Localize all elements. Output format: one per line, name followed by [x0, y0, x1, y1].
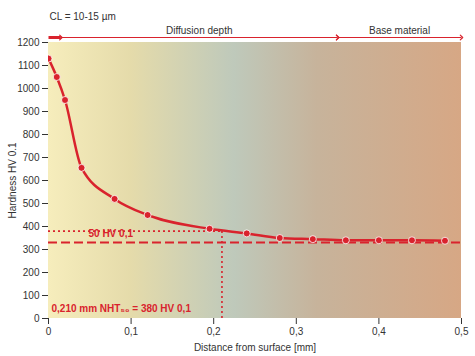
svg-text:50 HV 0,1: 50 HV 0,1 [89, 228, 134, 239]
svg-text:Distance from surface [mm]: Distance from surface [mm] [194, 342, 316, 353]
svg-text:CL = 10-15 µm: CL = 10-15 µm [50, 11, 116, 22]
svg-text:300: 300 [23, 244, 40, 255]
svg-text:600: 600 [23, 175, 40, 186]
svg-text:200: 200 [23, 267, 40, 278]
svg-text:1200: 1200 [17, 37, 40, 48]
svg-text:0,210 mm NHT₅₀ = 380 HV 0,1: 0,210 mm NHT₅₀ = 380 HV 0,1 [52, 303, 192, 314]
svg-text:1100: 1100 [18, 60, 40, 71]
svg-text:Diffusion depth: Diffusion depth [166, 25, 233, 36]
svg-text:0,1: 0,1 [124, 326, 138, 337]
svg-text:0,2: 0,2 [207, 326, 221, 337]
svg-text:0,5: 0,5 [455, 326, 469, 337]
svg-text:700: 700 [23, 152, 40, 163]
svg-text:0: 0 [34, 313, 40, 324]
svg-text:400: 400 [23, 221, 40, 232]
svg-text:500: 500 [23, 198, 40, 209]
svg-text:1000: 1000 [17, 83, 40, 94]
svg-text:0: 0 [46, 326, 52, 337]
svg-text:900: 900 [23, 106, 40, 117]
svg-text:0,4: 0,4 [372, 326, 386, 337]
svg-text:800: 800 [23, 129, 40, 140]
svg-text:100: 100 [23, 290, 40, 301]
svg-text:0,3: 0,3 [289, 326, 303, 337]
svg-text:Base material: Base material [369, 25, 430, 36]
svg-text:Hardness HV 0.1: Hardness HV 0.1 [7, 142, 18, 219]
